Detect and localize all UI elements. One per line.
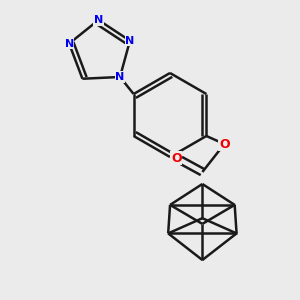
Text: N: N <box>125 36 135 46</box>
Text: N: N <box>94 15 103 25</box>
Text: N: N <box>116 72 124 82</box>
Text: N: N <box>64 38 74 49</box>
Text: O: O <box>171 152 182 164</box>
Text: O: O <box>219 137 230 151</box>
